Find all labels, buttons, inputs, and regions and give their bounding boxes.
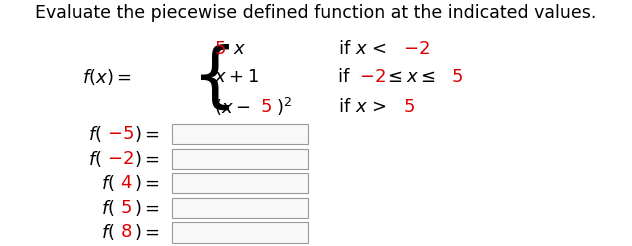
Text: $f(x) =$: $f(x) =$ [82, 67, 132, 88]
Text: $x$: $x$ [233, 40, 246, 58]
Bar [172, 149, 308, 169]
Text: $5$: $5$ [260, 98, 272, 116]
Text: $\{$: $\{$ [191, 43, 230, 112]
Text: $f($: $f($ [101, 173, 115, 193]
Text: $f($: $f($ [88, 124, 102, 144]
Text: $f($: $f($ [88, 149, 102, 169]
Text: Evaluate the piecewise defined function at the indicated values.: Evaluate the piecewise defined function … [35, 4, 597, 22]
Text: $8$: $8$ [120, 223, 132, 242]
Text: $x + 1$: $x + 1$ [214, 68, 258, 87]
Text: $) =$: $) =$ [134, 149, 160, 169]
Bar [172, 198, 308, 218]
Text: $) =$: $) =$ [134, 222, 160, 243]
Text: $5$: $5$ [403, 98, 415, 116]
Text: $) =$: $) =$ [134, 124, 160, 144]
Text: $\leq x \leq$: $\leq x \leq$ [384, 68, 435, 87]
Text: $(x - $: $(x - $ [214, 97, 250, 117]
Text: $-2$: $-2$ [359, 68, 386, 87]
Text: if: if [338, 68, 355, 87]
Text: $5$: $5$ [120, 199, 132, 217]
Text: $-2$: $-2$ [403, 40, 430, 58]
Text: $f($: $f($ [101, 222, 115, 243]
Text: $5$: $5$ [451, 68, 463, 87]
Bar [172, 124, 308, 144]
Text: $f($: $f($ [101, 198, 115, 218]
Bar [172, 222, 308, 243]
Text: $4$: $4$ [120, 174, 133, 192]
Text: $-5$: $-5$ [107, 125, 135, 143]
Text: $)^2$: $)^2$ [276, 96, 291, 118]
Text: $) =$: $) =$ [134, 198, 160, 218]
Text: if $x$ <: if $x$ < [338, 40, 389, 58]
Text: $-2$: $-2$ [107, 150, 134, 168]
Text: $5$: $5$ [214, 40, 226, 58]
Text: $) =$: $) =$ [134, 173, 160, 193]
Bar [172, 173, 308, 193]
Text: if $x$ >: if $x$ > [338, 98, 389, 116]
